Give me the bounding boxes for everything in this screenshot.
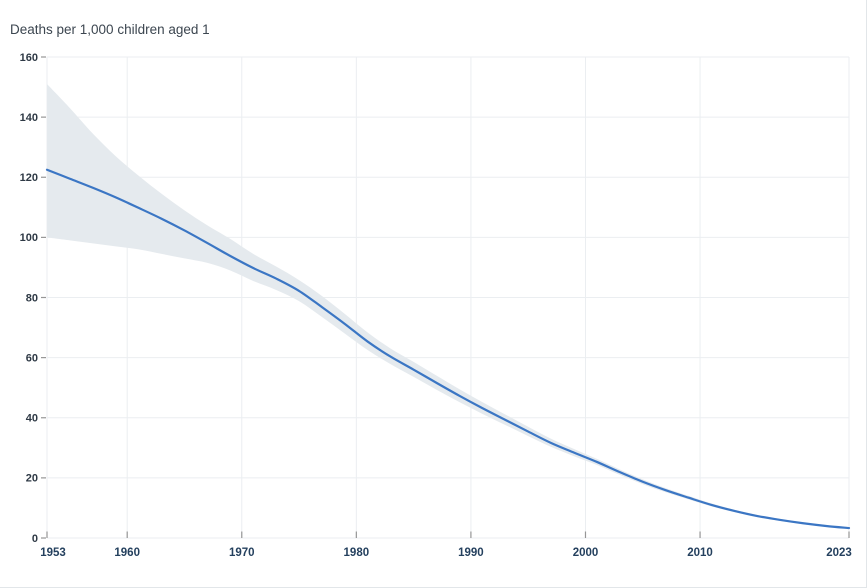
y-axis-label: 120: [20, 172, 38, 184]
y-axis-label: 140: [20, 112, 38, 124]
y-axis-label: 100: [20, 232, 38, 244]
uncertainty-band: [47, 84, 849, 529]
x-axis-label: 1953: [40, 547, 66, 559]
x-axis-label: 1990: [458, 547, 484, 559]
data-line: [45, 168, 851, 530]
y-axis-label: 80: [26, 292, 38, 304]
y-axis-label: 40: [26, 413, 38, 425]
x-axis-label: 2000: [573, 547, 599, 559]
y-axis-label: 20: [26, 473, 38, 485]
x-axis-label: 2010: [687, 547, 713, 559]
chart-title: Deaths per 1,000 children aged 1: [10, 22, 210, 37]
x-axis-label: 1980: [344, 547, 370, 559]
y-axis-label: 0: [32, 533, 38, 545]
x-axis-label: 1970: [229, 547, 255, 559]
y-axis-label: 60: [26, 352, 38, 364]
x-axis-label: 2023: [826, 547, 852, 559]
x-axis-label: 1960: [114, 547, 140, 559]
y-axis-label: 160: [20, 52, 38, 64]
